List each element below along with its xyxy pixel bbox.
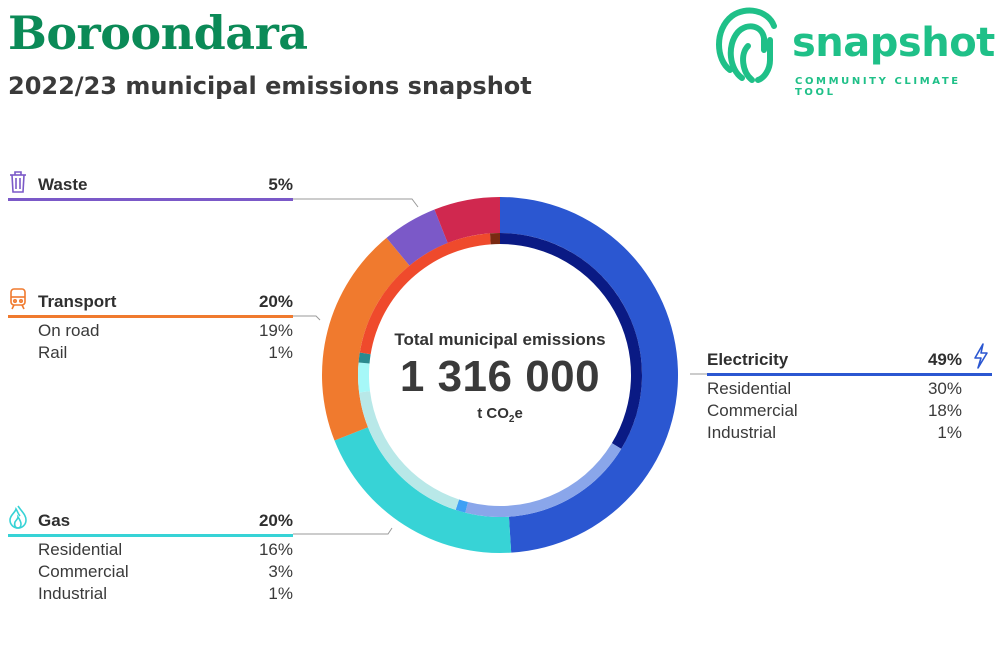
electricity-item-label: Industrial (707, 423, 776, 442)
outer-slice-other-4 (434, 197, 500, 243)
electricity-item-percent: 30% (927, 379, 962, 398)
train-icon (10, 288, 26, 310)
transport-item: Rail 1% (8, 340, 293, 362)
gas-item-label: Industrial (38, 584, 107, 603)
gas-label: Gas (38, 511, 71, 530)
page-subtitle: 2022/23 municipal emissions snapshot (8, 72, 532, 100)
gas-item-percent: 1% (268, 584, 293, 603)
electricity-item-label: Commercial (707, 401, 798, 420)
electricity-item-percent: 1% (937, 423, 962, 442)
transport-item-label: On road (38, 321, 100, 340)
transport-label: Transport (38, 292, 117, 311)
inner-slice-gas-commercial-4 (358, 362, 370, 393)
transport-item-percent: 1% (268, 343, 293, 362)
fingerprint-swirl-icon (716, 7, 777, 83)
unit-prefix: t CO (477, 405, 509, 422)
outer-slice-waste-3 (386, 209, 448, 266)
electricity-item: Commercial 18% (707, 398, 992, 420)
electricity-item-percent: 18% (927, 401, 962, 420)
inner-slice-gas-residential-3 (359, 391, 460, 510)
gas-item: Commercial 3% (8, 559, 293, 581)
inner-slice-electricity-commercial-1 (465, 443, 622, 517)
outer-slice-gas-1 (334, 427, 512, 553)
transport-item-label: Rail (38, 343, 68, 362)
electricity-item-label: Residential (707, 379, 792, 398)
transport-leader-line (293, 315, 321, 321)
lightning-bolt-icon (974, 343, 988, 369)
electricity-label: Electricity (707, 350, 789, 369)
outer-slice-electricity-0 (500, 197, 678, 553)
transport-item: On road 19% (8, 318, 293, 340)
inner-slice-gas-industrial-5 (358, 352, 371, 364)
gas-header: Gas 20% (8, 505, 293, 537)
waste-header: Waste 5% (8, 171, 293, 201)
electricity-item: Residential 30% (707, 376, 992, 398)
inner-slice-electricity-residential-0 (500, 233, 642, 449)
unit-subscript: 2 (508, 414, 515, 425)
electricity-percent: 49% (927, 350, 962, 369)
gas-leader-line (293, 527, 393, 535)
transport-breakdown: Transport 20% On road 19% Rail 1% (8, 288, 293, 362)
electricity-breakdown: Electricity 49% Residential 30% Commerci… (707, 343, 992, 442)
total-emissions-value: 1 316 000 (399, 352, 601, 401)
unit-suffix: e (514, 405, 523, 422)
gas-item-label: Commercial (38, 562, 129, 581)
transport-percent: 20% (258, 292, 293, 311)
gas-item: Residential 16% (8, 537, 293, 559)
gas-item: Industrial 1% (8, 581, 293, 603)
waste-label: Waste (38, 175, 88, 194)
gas-item-label: Residential (38, 540, 123, 559)
electricity-item: Industrial 1% (707, 420, 992, 442)
logo-wordmark: snapshot (792, 20, 995, 66)
waste-breakdown: Waste 5% (8, 171, 293, 201)
trash-bin-icon (10, 171, 26, 193)
transport-item-percent: 19% (258, 321, 293, 340)
waste-percent: 5% (268, 175, 293, 194)
logo-tagline: COMMUNITY CLIMATE TOOL (795, 76, 961, 98)
inner-slice-transport-on-road-6 (359, 233, 491, 355)
total-emissions-label: Total municipal emissions (394, 330, 606, 349)
gas-item-percent: 16% (258, 540, 293, 559)
gas-breakdown: Gas 20% Residential 16% Commercial 3% In… (8, 505, 293, 603)
inner-slice-electricity-industrial-2 (455, 499, 468, 513)
outer-slice-transport-2 (321, 237, 410, 441)
total-emissions-unit: t CO2e (365, 405, 635, 425)
inner-slice-transport-rail-7 (489, 233, 500, 245)
transport-header: Transport 20% (8, 288, 293, 318)
page-title: Boroondara (8, 6, 308, 60)
waste-leader-line (293, 198, 419, 208)
electricity-header: Electricity 49% (707, 343, 992, 376)
gas-percent: 20% (258, 511, 293, 530)
flame-icon (9, 505, 27, 529)
gas-item-percent: 3% (268, 562, 293, 581)
